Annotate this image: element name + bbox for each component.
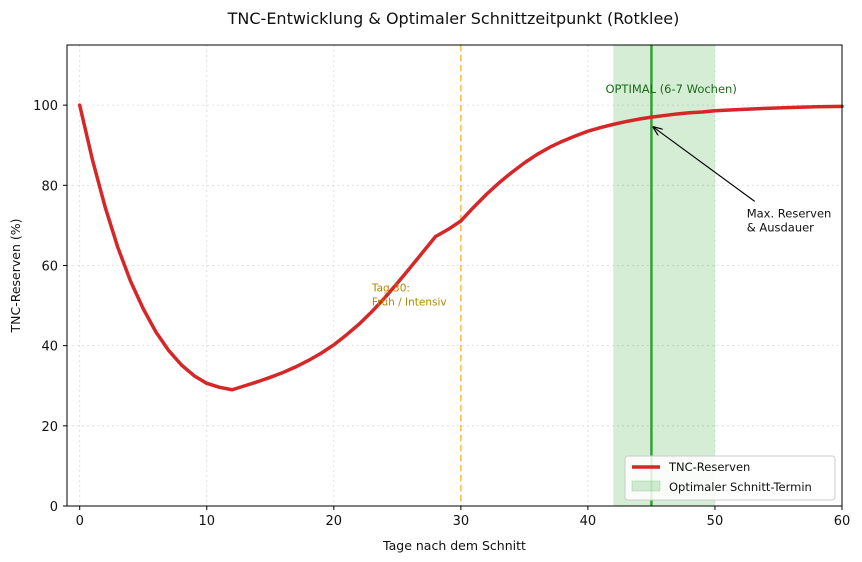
- annotation-arrow: [653, 127, 756, 202]
- legend-label-series: TNC-Reserven: [668, 460, 750, 474]
- legend: TNC-Reserven Optimaler Schnitt-Termin: [624, 455, 836, 501]
- y-tick-label: 100: [33, 99, 58, 114]
- legend-box: [624, 455, 836, 501]
- x-tick-label: 30: [453, 514, 470, 529]
- chart-title: TNC-Entwicklung & Optimaler Schnittzeitp…: [227, 9, 680, 28]
- x-tick-label: 20: [326, 514, 343, 529]
- x-tick-label: 0: [76, 514, 84, 529]
- y-tick-label: 60: [41, 259, 58, 274]
- x-tick-label: 60: [834, 514, 851, 529]
- legend-swatch-band: [631, 480, 661, 492]
- annotation-text: Max. Reserven & Ausdauer: [747, 206, 832, 234]
- x-tick-label: 40: [580, 514, 597, 529]
- y-tick-label: 80: [41, 179, 58, 194]
- y-tick-label: 40: [41, 340, 58, 355]
- optimal-label: OPTIMAL (6-7 Wochen): [605, 82, 736, 96]
- y-axis-label: TNC-Reserven (%): [8, 219, 23, 334]
- x-tick-label: 50: [707, 514, 724, 529]
- x-axis-label: Tage nach dem Schnitt: [382, 538, 526, 553]
- y-tick-label: 0: [50, 500, 58, 515]
- plot-frame: [66, 44, 843, 507]
- day30-label: Tag 30: Früh / Intensiv: [371, 283, 447, 309]
- series-line-0: [77, 103, 844, 392]
- y-tick-label: 20: [41, 420, 58, 435]
- x-tick-label: 10: [198, 514, 215, 529]
- legend-label-band: Optimaler Schnitt-Termin: [669, 480, 812, 494]
